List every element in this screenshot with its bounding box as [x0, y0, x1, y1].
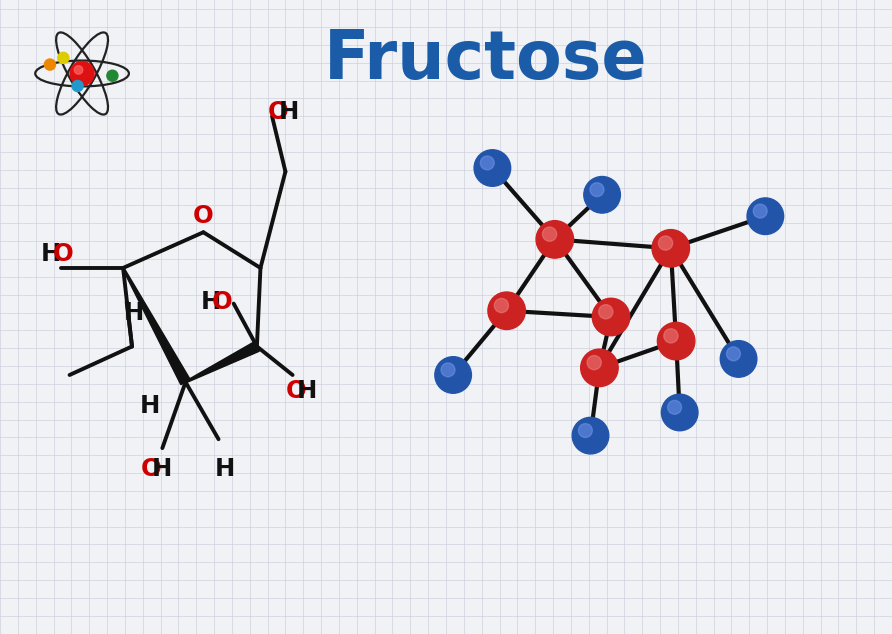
Circle shape: [480, 156, 494, 170]
Circle shape: [592, 298, 630, 336]
Circle shape: [664, 328, 678, 343]
Text: H: H: [279, 100, 299, 124]
Text: H: H: [41, 242, 62, 266]
Circle shape: [72, 81, 83, 91]
Circle shape: [599, 304, 613, 319]
Circle shape: [74, 66, 83, 74]
Text: H: H: [297, 379, 317, 403]
Text: Fructose: Fructose: [325, 27, 648, 93]
Circle shape: [590, 183, 604, 197]
Circle shape: [107, 70, 118, 81]
Circle shape: [542, 227, 557, 242]
Text: O: O: [193, 204, 214, 228]
Circle shape: [584, 176, 621, 213]
Circle shape: [595, 301, 627, 333]
Circle shape: [477, 153, 508, 184]
Circle shape: [70, 61, 95, 86]
Circle shape: [45, 59, 55, 70]
Circle shape: [438, 359, 468, 391]
Circle shape: [581, 349, 618, 387]
Circle shape: [573, 417, 608, 454]
Circle shape: [665, 397, 695, 428]
Text: H: H: [215, 456, 235, 481]
Circle shape: [58, 53, 69, 63]
Circle shape: [652, 230, 690, 267]
Text: H: H: [201, 290, 221, 314]
Text: O: O: [141, 456, 161, 481]
Circle shape: [475, 150, 510, 186]
Circle shape: [583, 352, 615, 384]
Circle shape: [667, 401, 681, 414]
Circle shape: [721, 340, 756, 377]
Circle shape: [587, 179, 617, 210]
Circle shape: [491, 295, 523, 327]
Circle shape: [750, 200, 780, 232]
Text: O: O: [53, 242, 73, 266]
Circle shape: [434, 357, 471, 393]
Circle shape: [657, 322, 695, 360]
Circle shape: [753, 204, 767, 218]
Polygon shape: [122, 268, 190, 385]
Text: H: H: [124, 301, 144, 325]
Circle shape: [441, 363, 455, 377]
Circle shape: [655, 233, 687, 264]
Circle shape: [488, 292, 525, 330]
Circle shape: [587, 356, 601, 370]
Circle shape: [747, 198, 783, 235]
Circle shape: [494, 299, 508, 313]
Text: O: O: [212, 290, 233, 314]
Circle shape: [536, 221, 574, 258]
Circle shape: [578, 424, 592, 437]
Circle shape: [539, 223, 571, 256]
Polygon shape: [186, 342, 260, 383]
Text: H: H: [153, 456, 172, 481]
Circle shape: [660, 325, 692, 357]
Circle shape: [658, 236, 673, 250]
Text: O: O: [268, 100, 288, 124]
Circle shape: [723, 344, 754, 375]
Text: H: H: [140, 394, 160, 418]
Circle shape: [662, 394, 698, 430]
Circle shape: [575, 420, 606, 451]
Text: O: O: [285, 379, 306, 403]
Circle shape: [726, 347, 740, 361]
